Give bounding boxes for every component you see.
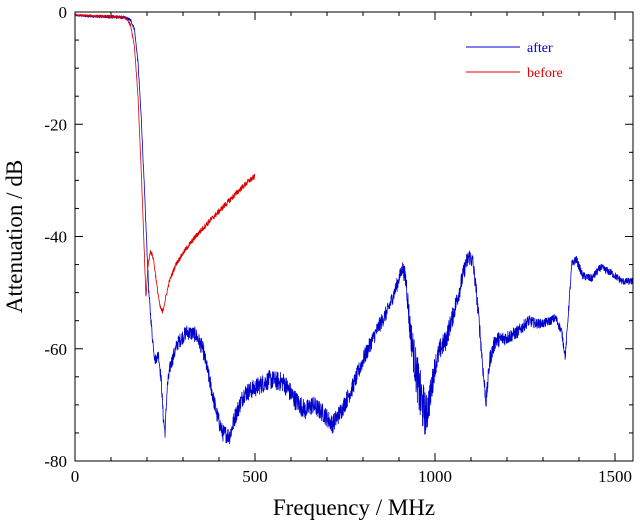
x-tick-label: 0 bbox=[71, 467, 80, 486]
y-tick-label: 0 bbox=[59, 3, 68, 22]
plot-marks bbox=[74, 13, 634, 445]
axis-ticks: 0 500 1000 1500 0 -20 -40 -60 -80 bbox=[44, 3, 633, 486]
y-tick-label: -20 bbox=[44, 115, 67, 134]
y-axis-title: Attenuation / dB bbox=[2, 160, 27, 313]
legend: after before bbox=[466, 41, 563, 81]
legend-label-after: after bbox=[527, 41, 553, 56]
legend-label-before: before bbox=[527, 66, 563, 81]
series-line-after bbox=[74, 14, 634, 445]
y-tick-label: -40 bbox=[44, 228, 67, 247]
x-axis-title: Frequency / MHz bbox=[273, 495, 435, 520]
y-tick-label: -80 bbox=[44, 452, 67, 471]
x-tick-label: 500 bbox=[242, 467, 268, 486]
y-tick-label: -60 bbox=[44, 340, 67, 359]
x-tick-label: 1000 bbox=[418, 467, 452, 486]
series-line-before bbox=[74, 13, 256, 314]
x-tick-label: 1500 bbox=[598, 467, 632, 486]
